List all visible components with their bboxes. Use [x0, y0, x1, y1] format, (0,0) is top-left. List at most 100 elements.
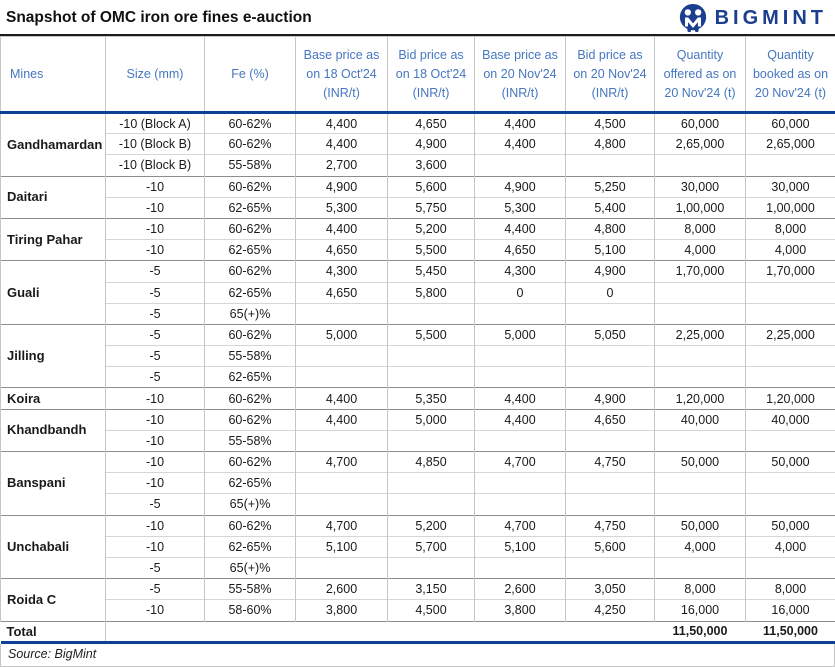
bid-price-20nov-cell [565, 556, 655, 579]
table-row: Koira -10 60-62% 4,400 5,350 4,400 4,900 1,20,0… [0, 387, 835, 410]
base-price-18oct-cell: 4,650 [295, 239, 388, 261]
qty-booked-cell [745, 472, 835, 494]
mine-name-cell: Khandbandh [0, 408, 106, 452]
base-price-18oct-cell: 4,700 [295, 514, 388, 537]
mine-name-cell: Guali [0, 260, 106, 325]
bid-price-20nov-cell: 4,900 [565, 387, 655, 410]
table-row: Tiring Pahar -10 60-62% 4,400 5,200 4,400 4,80… [0, 217, 835, 261]
qty-offered-cell: 4,000 [654, 535, 746, 558]
bid-price-18oct-cell: 3,150 [387, 578, 475, 600]
fe-cell: 60-62% [204, 408, 296, 431]
table-row: Daitari -10 60-62% 4,900 5,600 4,900 5,250 30,0… [0, 175, 835, 219]
qty-booked-cell [745, 366, 835, 388]
total-empty-cell [295, 620, 388, 644]
qty-offered-cell: 4,000 [654, 239, 746, 261]
source-note: Source: BigMint [8, 647, 97, 661]
table-row: Khandbandh -10 60-62% 4,400 5,000 4,400 4,650 4… [0, 408, 835, 452]
table-row: -5 62-65% 4,650 5,800 0 0 [1, 281, 835, 304]
total-empty-cell [387, 620, 475, 644]
size-cell: -10 [105, 408, 205, 431]
qty-offered-cell: 8,000 [654, 578, 746, 600]
qty-offered-cell: 2,65,000 [654, 133, 746, 155]
total-empty-cell [204, 620, 296, 644]
qty-offered-cell: 8,000 [654, 217, 746, 240]
bid-price-18oct-cell: 5,600 [387, 175, 475, 198]
mine-name-cell: Koira [0, 387, 106, 410]
bid-price-18oct-cell: 5,200 [387, 514, 475, 537]
column-header: Quantity offered as on 20 Nov'24 (t) [654, 36, 746, 114]
fe-cell: 65(+)% [204, 556, 296, 579]
header-bar: Snapshot of OMC iron ore fines e-auction… [0, 0, 835, 36]
bid-price-20nov-cell [565, 429, 655, 452]
qty-offered-cell [654, 429, 746, 452]
bid-price-20nov-cell [565, 302, 655, 325]
table-row: -10 (Block B) 55-58% 2,700 3,600 [1, 154, 835, 177]
base-price-20nov-cell: 5,100 [474, 535, 566, 558]
base-price-18oct-cell [295, 493, 388, 516]
base-price-20nov-cell: 4,650 [474, 239, 566, 261]
table-row: -5 65(+)% [1, 556, 835, 579]
size-cell: -10 [105, 196, 205, 219]
qty-offered-cell [654, 493, 746, 516]
bid-price-18oct-cell: 4,650 [387, 111, 475, 134]
base-price-20nov-cell [474, 472, 566, 494]
size-cell: -5 [105, 302, 205, 325]
mine-name-cell: Gandhamardan [0, 112, 106, 177]
table-row: -10 62-65% 4,650 5,500 4,650 5,100 4,000 4,000 [1, 239, 835, 261]
size-cell: -5 [105, 366, 205, 388]
column-header: Bid price as on 20 Nov'24 (INR/t) [565, 36, 655, 114]
base-price-18oct-cell [295, 366, 388, 388]
table-row: Gandhamardan -10 (Block A) 60-62% 4,400 4,65… [0, 111, 835, 177]
bid-price-20nov-cell: 5,600 [565, 535, 655, 558]
base-price-20nov-cell [474, 493, 566, 516]
qty-offered-cell: 60,000 [654, 111, 746, 134]
bid-price-20nov-cell: 5,400 [565, 196, 655, 219]
bid-price-18oct-cell [387, 556, 475, 579]
base-price-18oct-cell: 5,300 [295, 196, 388, 219]
bid-price-20nov-cell: 4,650 [565, 408, 655, 431]
base-price-20nov-cell [474, 302, 566, 325]
table-row: Banspani -10 60-62% 4,700 4,850 4,700 4,750 50,… [0, 450, 835, 516]
table-row: -5 55-58% [1, 345, 835, 367]
bid-price-20nov-cell: 3,050 [565, 578, 655, 600]
size-cell: -10 [105, 472, 205, 494]
fe-cell: 62-65% [204, 196, 296, 219]
auction-table: Mines Size (mm) Fe (%) Base price as on 18 … [0, 36, 835, 644]
qty-booked-cell [745, 429, 835, 452]
base-price-18oct-cell: 4,400 [295, 111, 388, 134]
mine-name-cell: Tiring Pahar [0, 217, 106, 261]
qty-offered-cell: 50,000 [654, 450, 746, 473]
qty-booked-cell: 40,000 [745, 408, 835, 431]
base-price-20nov-cell [474, 556, 566, 579]
base-price-20nov-cell: 2,600 [474, 578, 566, 600]
fe-cell: 60-62% [204, 387, 296, 410]
bid-price-20nov-cell: 4,250 [565, 599, 655, 621]
base-price-20nov-cell [474, 154, 566, 177]
size-cell: -10 (Block B) [105, 133, 205, 155]
bid-price-20nov-cell [565, 493, 655, 516]
qty-booked-cell: 60,000 [745, 111, 835, 134]
fe-cell: 60-62% [204, 260, 296, 282]
fe-cell: 60-62% [204, 133, 296, 155]
fe-cell: 60-62% [204, 111, 296, 134]
bid-price-20nov-cell: 5,050 [565, 323, 655, 346]
bid-price-18oct-cell [387, 302, 475, 325]
column-header: Base price as on 18 Oct'24 (INR/t) [295, 36, 388, 114]
fe-cell: 55-58% [204, 578, 296, 600]
bid-price-18oct-cell [387, 366, 475, 388]
size-cell: -5 [105, 260, 205, 282]
fe-cell: 60-62% [204, 217, 296, 240]
bid-price-18oct-cell: 4,500 [387, 599, 475, 621]
qty-booked-cell: 1,70,000 [745, 260, 835, 282]
total-row: Total 11,50,000 11,50,000 [0, 620, 835, 644]
bigmint-logo-icon [678, 3, 708, 33]
bid-price-18oct-cell: 5,500 [387, 323, 475, 346]
qty-booked-cell [745, 281, 835, 304]
qty-booked-cell [745, 556, 835, 579]
qty-offered-cell: 2,25,000 [654, 323, 746, 346]
fe-cell: 62-65% [204, 281, 296, 304]
qty-booked-cell: 2,25,000 [745, 323, 835, 346]
bid-price-20nov-cell: 4,750 [565, 514, 655, 537]
qty-booked-cell: 4,000 [745, 239, 835, 261]
